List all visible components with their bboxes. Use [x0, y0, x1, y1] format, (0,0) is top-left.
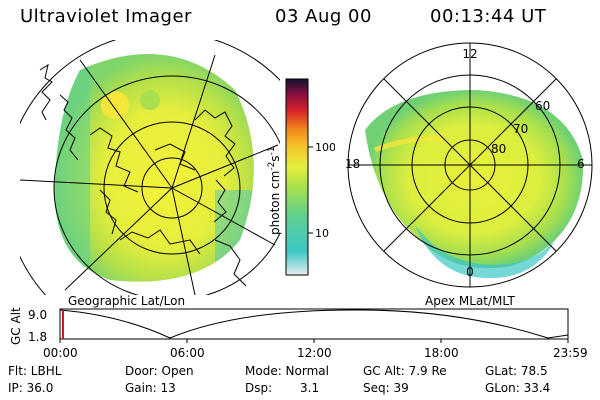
mlt-label-18: 18 [345, 157, 360, 171]
colorbar-tick-10: 10 [315, 227, 329, 240]
apex-polar-panel: 12 18 6 0 60 70 80 [345, 42, 593, 288]
coastline-outlines [39, 63, 247, 287]
geographic-image-panel [20, 40, 280, 295]
altitude-tick-min: 1.8 [28, 330, 47, 344]
oval-edge-cyan [415, 225, 555, 279]
info-gain: Gain: 13 [125, 381, 176, 395]
mlat-label-80: 80 [491, 142, 506, 156]
info-dsp-value: 3.1 [300, 381, 320, 395]
time-tick-2359: 23:59 [553, 346, 588, 360]
altitude-plot-frame [59, 308, 569, 340]
intensity-colorbar: 100 10 photon cm-2s-1 [267, 78, 335, 276]
apex-panel-label: Apex MLat/MLT [425, 294, 515, 308]
image-date: 03 Aug 00 [275, 6, 372, 27]
mlt-label-0: 0 [466, 265, 474, 279]
time-tick-1200: 12:00 [297, 346, 332, 360]
info-dsp-label: Dsp: [245, 381, 273, 395]
info-glat: GLat: 78.5 [485, 364, 548, 378]
info-seq: Seq: 39 [363, 381, 409, 395]
mlat-label-70: 70 [513, 122, 528, 136]
altitude-tick-max: 9.0 [28, 308, 47, 322]
colorbar-gradient [285, 78, 309, 276]
time-tick-1800: 18:00 [424, 346, 459, 360]
colorbar-unit-label: photon cm-2s-1 [267, 146, 282, 235]
colorbar-tick-100: 100 [315, 141, 335, 154]
info-flt: Flt: LBHL [8, 364, 62, 378]
time-tick-0000: 00:00 [43, 346, 78, 360]
mlt-label-6: 6 [577, 157, 585, 171]
geographic-panel-label: Geographic Lat/Lon [68, 294, 186, 308]
info-ip: IP: 36.0 [8, 381, 54, 395]
auroral-oval-emission [365, 90, 584, 269]
polar-grid [347, 42, 593, 288]
altitude-axis-label: GC Alt [9, 307, 23, 345]
info-door: Door: Open [125, 364, 194, 378]
oval-bright-band [374, 136, 446, 153]
mlt-label-12: 12 [462, 47, 477, 61]
altitude-curve [59, 309, 569, 339]
instrument-title: Ultraviolet Imager [20, 6, 192, 27]
info-mode: Mode: Normal [245, 364, 329, 378]
info-gc-alt: GC Alt: 7.9 Re [363, 364, 447, 378]
info-glon: GLon: 33.4 [485, 381, 551, 395]
geographic-grid [20, 40, 280, 295]
image-time: 00:13:44 UT [430, 6, 547, 27]
time-tick-0600: 06:00 [170, 346, 205, 360]
mlat-label-60: 60 [535, 99, 550, 113]
altitude-strip-chart: GC Alt 9.0 1.8 00:00 06:00 12:00 18:00 2… [9, 307, 588, 360]
